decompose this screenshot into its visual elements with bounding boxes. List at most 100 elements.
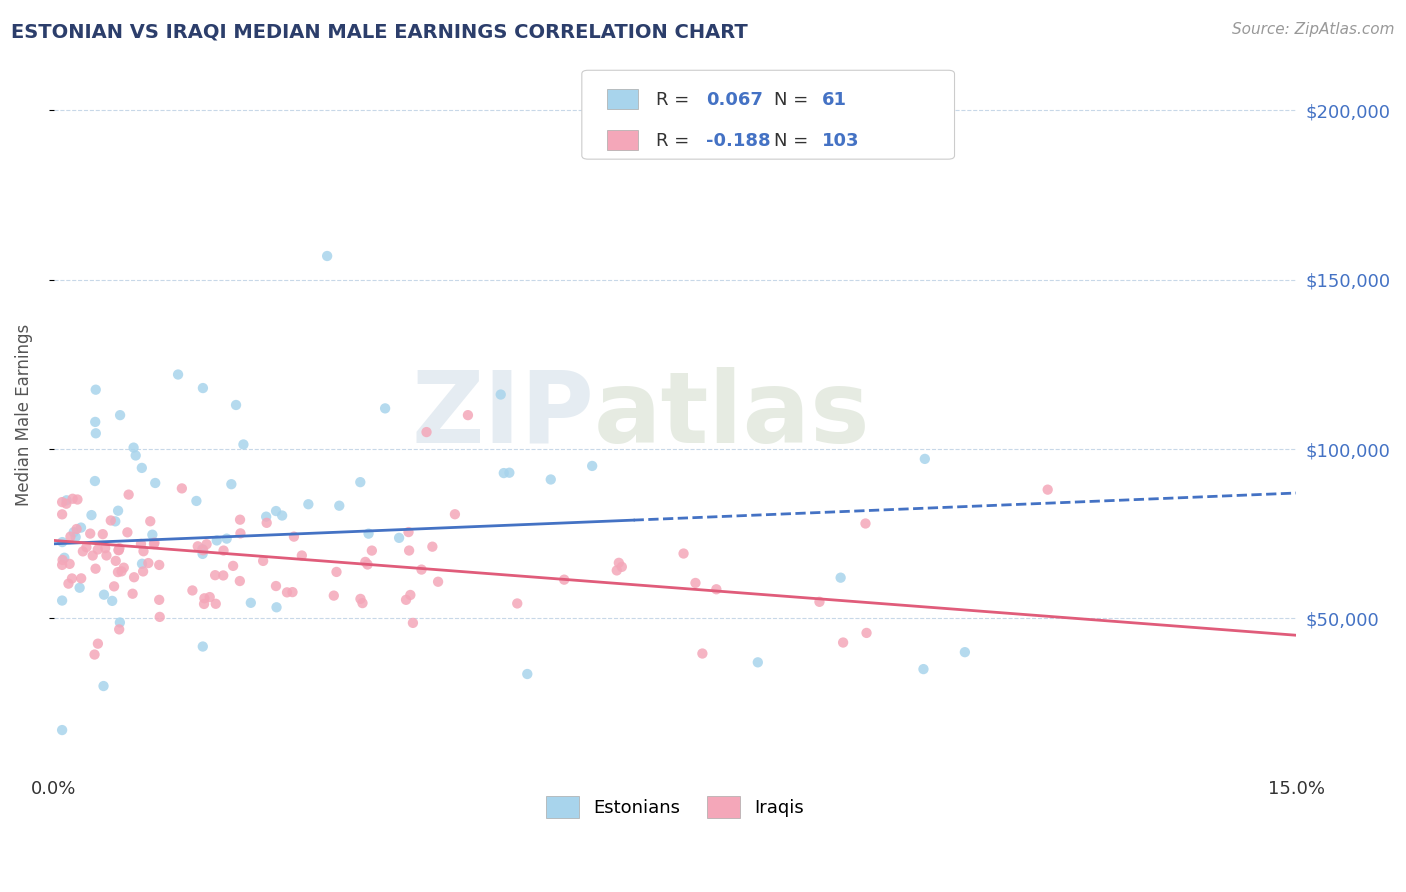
Point	[60, 572, 83, 586]
Point	[506, 597, 529, 611]
Point	[122, 441, 145, 455]
Point	[51, 553, 73, 567]
Point	[191, 543, 214, 558]
Point	[610, 559, 633, 574]
Point	[264, 579, 287, 593]
Point	[51, 535, 73, 549]
Point	[356, 558, 378, 572]
Point	[492, 466, 515, 480]
Point	[191, 542, 214, 557]
Point	[51, 723, 73, 737]
Point	[148, 558, 170, 572]
Point	[59, 557, 82, 571]
Point	[193, 597, 215, 611]
Point	[138, 556, 160, 570]
Point	[1036, 483, 1059, 497]
Point	[181, 583, 204, 598]
Point	[422, 540, 444, 554]
Point	[205, 533, 228, 548]
Point	[606, 563, 628, 577]
Point	[141, 527, 163, 541]
Point	[388, 531, 411, 545]
Point	[59, 530, 82, 544]
Point	[129, 537, 152, 551]
Point	[69, 581, 91, 595]
Point	[93, 679, 115, 693]
Point	[104, 514, 127, 528]
Point	[540, 473, 562, 487]
Point	[93, 588, 115, 602]
Point	[266, 600, 288, 615]
Point	[132, 544, 155, 558]
Point	[349, 475, 371, 490]
Point	[143, 535, 166, 549]
Point	[84, 426, 107, 441]
Point	[457, 408, 479, 422]
Point	[108, 615, 131, 630]
Point	[51, 593, 73, 607]
Point	[692, 647, 714, 661]
Point	[100, 513, 122, 527]
Point	[131, 557, 153, 571]
Point	[349, 591, 371, 606]
Point	[374, 401, 396, 416]
Point	[84, 562, 107, 576]
Point	[139, 514, 162, 528]
FancyBboxPatch shape	[606, 130, 638, 150]
Point	[51, 508, 73, 522]
Point	[489, 387, 512, 401]
Point	[143, 537, 166, 551]
Point	[225, 398, 247, 412]
Point	[229, 574, 252, 588]
Text: 61: 61	[821, 91, 846, 109]
Point	[87, 542, 110, 557]
Point	[322, 589, 344, 603]
Point	[84, 415, 107, 429]
Point	[832, 635, 855, 649]
Point	[75, 540, 97, 554]
Point	[103, 579, 125, 593]
Point	[84, 383, 107, 397]
Point	[328, 499, 350, 513]
Point	[82, 549, 104, 563]
Point	[357, 526, 380, 541]
Point	[170, 482, 193, 496]
Point	[117, 487, 139, 501]
Point	[264, 504, 287, 518]
Text: Source: ZipAtlas.com: Source: ZipAtlas.com	[1232, 22, 1395, 37]
Point	[108, 408, 131, 422]
Point	[283, 530, 305, 544]
Point	[65, 522, 87, 536]
Point	[607, 556, 630, 570]
Point	[58, 576, 80, 591]
Point	[70, 571, 93, 585]
Text: -0.188: -0.188	[706, 132, 770, 150]
Point	[808, 595, 831, 609]
Point	[55, 497, 77, 511]
Point	[352, 596, 374, 610]
Point	[229, 513, 252, 527]
Point	[51, 495, 73, 509]
Point	[252, 554, 274, 568]
Point	[221, 477, 243, 491]
Point	[553, 573, 575, 587]
Point	[66, 492, 89, 507]
Point	[704, 582, 727, 597]
Point	[83, 648, 105, 662]
Point	[411, 563, 433, 577]
Point	[229, 526, 252, 541]
Point	[316, 249, 339, 263]
Point	[685, 576, 707, 591]
Text: ZIP: ZIP	[412, 367, 595, 464]
Point	[191, 381, 214, 395]
Point	[143, 475, 166, 490]
Point	[256, 516, 278, 530]
Point	[51, 558, 73, 572]
Point	[281, 585, 304, 599]
Point	[112, 560, 135, 574]
Point	[108, 623, 131, 637]
Point	[297, 497, 319, 511]
Point	[87, 637, 110, 651]
Point	[399, 588, 422, 602]
Text: 103: 103	[821, 132, 859, 150]
